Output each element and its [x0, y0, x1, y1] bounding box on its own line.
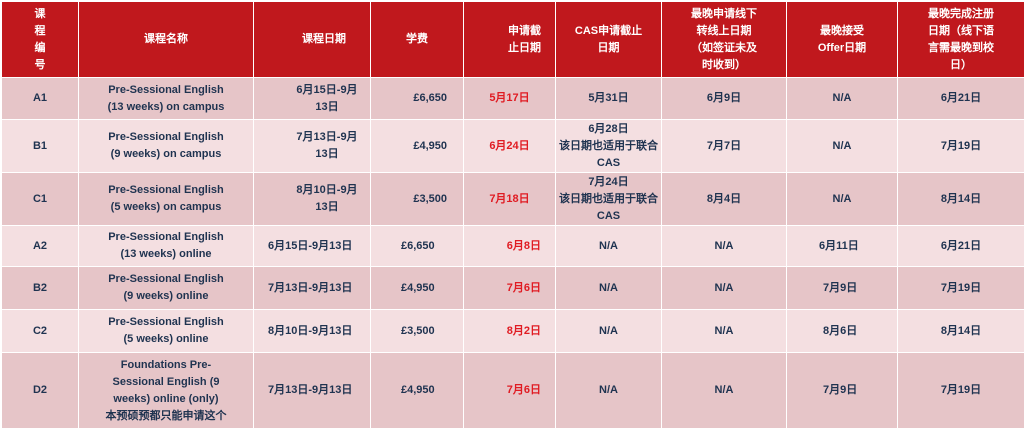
online-switch-deadline-cell: 8月4日: [661, 172, 787, 226]
header-tuition-fee: 学费: [370, 1, 464, 78]
table-row: B2 Pre-Sessional English (9 weeks) onlin…: [1, 266, 1025, 310]
table-row: C1 Pre-Sessional English (5 weeks) on ca…: [1, 172, 1025, 226]
cas-deadline-cell: 6月28日 该日期也适用于联合 CAS: [555, 119, 662, 173]
registration-deadline-cell: 7月19日: [897, 266, 1025, 310]
course-name-cell: Pre-Sessional English (5 weeks) on campu…: [78, 172, 254, 226]
header-course-code: 课 程 编 号: [1, 1, 79, 78]
cas-deadline-cell: N/A: [555, 309, 662, 353]
course-name-cell: Pre-Sessional English (13 weeks) on camp…: [78, 77, 254, 120]
offer-deadline-cell: N/A: [786, 77, 898, 120]
course-dates-cell: 6月15日-9月 13日: [253, 77, 371, 120]
course-code-cell: A1: [1, 77, 79, 120]
offer-deadline-cell: 7月9日: [786, 266, 898, 310]
table-row: A2 Pre-Sessional English (13 weeks) onli…: [1, 225, 1025, 267]
registration-deadline-cell: 7月19日: [897, 352, 1025, 429]
course-code-cell: C2: [1, 309, 79, 353]
online-switch-deadline-cell: 7月7日: [661, 119, 787, 173]
tuition-fee-cell: £6,650: [370, 225, 464, 267]
course-code-cell: B2: [1, 266, 79, 310]
header-course-name: 课程名称: [78, 1, 254, 78]
table-row: C2 Pre-Sessional English (5 weeks) onlin…: [1, 309, 1025, 353]
registration-deadline-cell: 6月21日: [897, 77, 1025, 120]
tuition-fee-cell: £4,950: [370, 352, 464, 429]
application-deadline-cell: 5月17日: [463, 77, 556, 120]
cas-deadline-cell: N/A: [555, 352, 662, 429]
course-name-cell: Pre-Sessional English (9 weeks) online: [78, 266, 254, 310]
course-name-cell: Pre-Sessional English (5 weeks) online: [78, 309, 254, 353]
header-application-deadline: 申请截 止日期: [463, 1, 556, 78]
registration-deadline-cell: 8月14日: [897, 309, 1025, 353]
course-code-cell: C1: [1, 172, 79, 226]
offer-deadline-cell: N/A: [786, 119, 898, 173]
tuition-fee-cell: £3,500: [370, 172, 464, 226]
header-row: 课 程 编 号 课程名称 课程日期 学费 申请截 止日期 CAS申请截止 日期: [1, 1, 1025, 78]
course-name-cell: Pre-Sessional English (9 weeks) on campu…: [78, 119, 254, 173]
table-row: D2 Foundations Pre- Sessional English (9…: [1, 352, 1025, 429]
tuition-fee-cell: £3,500: [370, 309, 464, 353]
offer-deadline-cell: 7月9日: [786, 352, 898, 429]
course-code-cell: A2: [1, 225, 79, 267]
course-schedule-table: 课 程 编 号 课程名称 课程日期 学费 申请截 止日期 CAS申请截止 日期: [1, 1, 1025, 429]
cas-deadline-cell: 7月24日 该日期也适用于联合 CAS: [555, 172, 662, 226]
header-offer-deadline: 最晚接受 Offer日期: [786, 1, 898, 78]
application-deadline-cell: 7月6日: [463, 266, 556, 310]
online-switch-deadline-cell: N/A: [661, 309, 787, 353]
header-online-switch-deadline: 最晚申请线下 转线上日期 （如签证未及 时收到）: [661, 1, 787, 78]
offer-deadline-cell: 8月6日: [786, 309, 898, 353]
table-row: A1 Pre-Sessional English (13 weeks) on c…: [1, 77, 1025, 120]
application-deadline-cell: 8月2日: [463, 309, 556, 353]
registration-deadline-cell: 6月21日: [897, 225, 1025, 267]
course-dates-cell: 7月13日-9月13日: [253, 352, 371, 429]
tuition-fee-cell: £4,950: [370, 266, 464, 310]
header-course-dates: 课程日期: [253, 1, 371, 78]
offer-deadline-cell: N/A: [786, 172, 898, 226]
course-name-cell: Foundations Pre- Sessional English (9 we…: [78, 352, 254, 429]
application-deadline-cell: 7月18日: [463, 172, 556, 226]
online-switch-deadline-cell: N/A: [661, 266, 787, 310]
course-code-cell: B1: [1, 119, 79, 173]
application-deadline-cell: 7月6日: [463, 352, 556, 429]
online-switch-deadline-cell: 6月9日: [661, 77, 787, 120]
cas-deadline-cell: 5月31日: [555, 77, 662, 120]
registration-deadline-cell: 8月14日: [897, 172, 1025, 226]
tuition-fee-cell: £4,950: [370, 119, 464, 173]
course-dates-cell: 8月10日-9月 13日: [253, 172, 371, 226]
online-switch-deadline-cell: N/A: [661, 225, 787, 267]
course-dates-cell: 6月15日-9月13日: [253, 225, 371, 267]
course-code-cell: D2: [1, 352, 79, 429]
header-cas-deadline: CAS申请截止 日期: [555, 1, 662, 78]
course-dates-cell: 7月13日-9月 13日: [253, 119, 371, 173]
table-row: B1 Pre-Sessional English (9 weeks) on ca…: [1, 119, 1025, 173]
tuition-fee-cell: £6,650: [370, 77, 464, 120]
cas-deadline-cell: N/A: [555, 266, 662, 310]
header-registration-deadline: 最晚完成注册 日期（线下语 言需最晚到校 日）: [897, 1, 1025, 78]
course-dates-cell: 8月10日-9月13日: [253, 309, 371, 353]
application-deadline-cell: 6月8日: [463, 225, 556, 267]
registration-deadline-cell: 7月19日: [897, 119, 1025, 173]
online-switch-deadline-cell: N/A: [661, 352, 787, 429]
application-deadline-cell: 6月24日: [463, 119, 556, 173]
course-dates-cell: 7月13日-9月13日: [253, 266, 371, 310]
cas-deadline-cell: N/A: [555, 225, 662, 267]
course-name-cell: Pre-Sessional English (13 weeks) online: [78, 225, 254, 267]
offer-deadline-cell: 6月11日: [786, 225, 898, 267]
